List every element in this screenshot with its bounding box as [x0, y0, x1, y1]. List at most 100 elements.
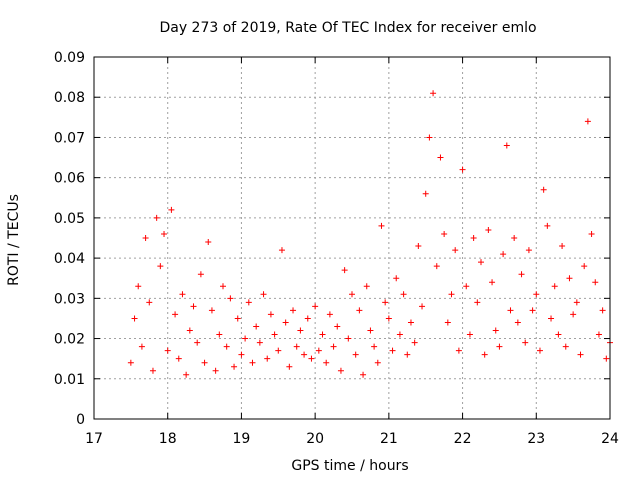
data-point: [131, 315, 138, 322]
data-point: [474, 299, 481, 306]
data-point: [142, 235, 149, 241]
y-axis-label: ROTI / TECUs: [6, 194, 22, 286]
data-point: [433, 263, 440, 270]
data-point: [179, 291, 186, 298]
data-point: [149, 367, 156, 374]
data-point: [330, 343, 337, 350]
data-point: [419, 303, 426, 310]
data-point: [201, 359, 208, 366]
x-tick-label: 23: [527, 431, 545, 447]
data-point: [500, 251, 507, 258]
data-point: [363, 283, 370, 290]
data-point: [146, 299, 153, 306]
data-point: [290, 307, 297, 314]
data-point: [197, 271, 204, 278]
data-point: [566, 275, 573, 282]
data-point: [463, 283, 470, 290]
data-point: [223, 343, 230, 350]
data-point: [503, 142, 510, 149]
data-points: [127, 90, 613, 378]
data-point: [326, 311, 333, 318]
data-point: [444, 319, 451, 326]
y-tick-label: 0.01: [54, 372, 85, 388]
data-point: [426, 134, 433, 141]
data-point: [407, 319, 414, 326]
data-point: [385, 315, 392, 322]
y-tick-label: 0: [76, 412, 85, 428]
data-point: [378, 222, 385, 229]
data-point: [592, 279, 599, 286]
data-point: [216, 331, 223, 338]
data-point: [492, 327, 499, 334]
data-point: [238, 351, 245, 358]
data-point: [514, 319, 521, 326]
y-tick-label: 0.05: [54, 211, 85, 227]
data-point: [577, 351, 584, 358]
data-point: [168, 206, 175, 213]
x-axis-label: GPS time / hours: [291, 458, 408, 474]
data-point: [278, 247, 285, 254]
data-point: [455, 347, 462, 354]
data-point: [466, 331, 473, 338]
axis-ticks: 0 0.01 0.02 0.03 0.04 0.05 0.06 0.07 0.08 0.09 17 1…: [54, 50, 619, 447]
data-point: [360, 371, 367, 378]
data-point: [227, 295, 234, 302]
data-point: [371, 343, 378, 350]
data-point: [231, 363, 238, 370]
data-point: [415, 243, 422, 250]
data-point: [234, 315, 241, 322]
y-tick-label: 0.04: [54, 251, 85, 267]
x-tick-label: 21: [380, 431, 398, 447]
data-point: [389, 347, 396, 354]
data-point: [595, 331, 602, 338]
data-point: [396, 331, 403, 338]
data-point: [489, 279, 496, 286]
data-point: [301, 351, 308, 358]
data-point: [175, 355, 182, 362]
data-point: [603, 355, 610, 362]
data-point: [194, 339, 201, 346]
data-point: [138, 343, 145, 350]
data-point: [430, 90, 437, 97]
chart-title: Day 273 of 2019, Rate Of TEC Index for r…: [159, 20, 536, 36]
data-point: [308, 355, 315, 362]
data-point: [249, 359, 256, 366]
data-point: [522, 339, 529, 346]
data-point: [404, 351, 411, 358]
data-point: [588, 230, 595, 237]
data-point: [548, 315, 555, 322]
data-point: [161, 230, 168, 237]
data-point: [478, 259, 484, 266]
data-point: [286, 363, 293, 370]
data-point: [260, 291, 267, 298]
data-point: [485, 226, 492, 233]
data-point: [264, 355, 271, 362]
data-point: [183, 371, 190, 378]
data-point: [555, 331, 562, 338]
data-point: [422, 190, 429, 197]
plot-frame: [93, 56, 611, 420]
data-point: [544, 222, 551, 229]
data-point: [212, 367, 219, 374]
data-point: [356, 307, 363, 314]
data-point: [374, 359, 381, 366]
data-point: [293, 343, 300, 350]
data-point: [452, 247, 459, 254]
data-point: [334, 323, 341, 330]
data-point: [459, 166, 466, 173]
data-point: [573, 299, 580, 306]
data-point: [367, 327, 374, 334]
data-point: [164, 347, 171, 354]
data-point: [135, 283, 142, 290]
y-tick-label: 0.08: [54, 90, 85, 106]
x-tick-label: 19: [233, 431, 251, 447]
data-point: [282, 319, 289, 326]
data-point: [518, 271, 525, 278]
data-point: [584, 118, 591, 125]
data-point: [315, 347, 322, 354]
data-point: [256, 339, 263, 346]
data-point: [345, 335, 352, 342]
data-point: [271, 331, 278, 338]
y-tick-label: 0.03: [54, 291, 85, 307]
data-point: [267, 311, 274, 318]
